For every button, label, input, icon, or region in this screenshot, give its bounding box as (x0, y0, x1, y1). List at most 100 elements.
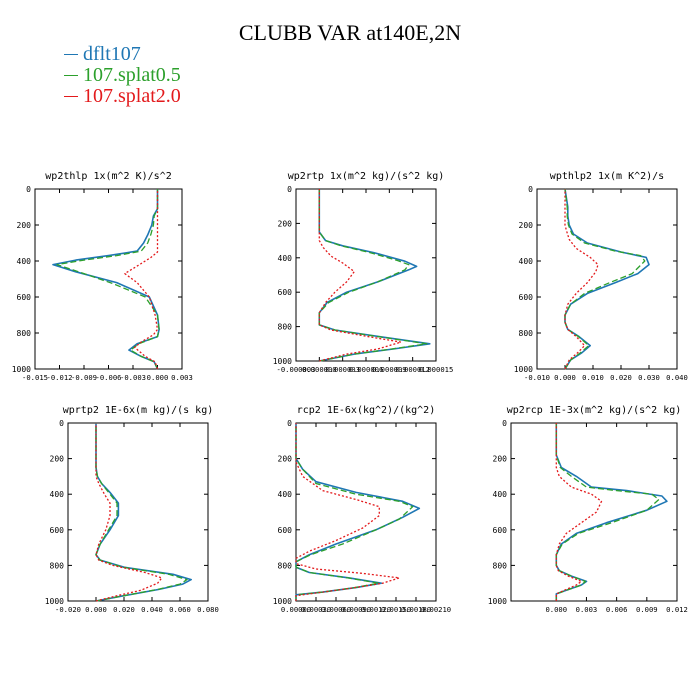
series-line (555, 423, 660, 601)
y-tick-label: 1000 (273, 597, 292, 606)
x-tick-label: 0.000012 (395, 365, 430, 374)
y-tick-label: 800 (278, 561, 293, 570)
x-tick-label: 0.00060 (321, 605, 351, 614)
y-tick-label: 400 (17, 257, 32, 266)
y-tick-label: 400 (50, 490, 65, 499)
y-tick-label: 200 (519, 221, 534, 230)
series-line (318, 189, 431, 362)
y-tick-label: 1000 (488, 597, 507, 606)
chart-panel: rcp2 1E-6x(kg^2)/(kg^2) 0 200 400 600 800 1000… (273, 405, 451, 614)
series-line (318, 189, 428, 362)
series-line (555, 423, 668, 601)
y-tick-label: 600 (17, 293, 32, 302)
y-tick-label: 0 (528, 185, 533, 194)
series-line (564, 188, 646, 370)
chart-panel: wp2rtp 1x(m^2 kg)/(s^2 kg) 0 200 400 600 800 1… (273, 171, 454, 374)
legend-label: 107.splat2.0 (83, 85, 181, 107)
panel-title: wp2thlp 1x(m^2 K)/s^2 (45, 171, 171, 182)
x-tick-label: -0.012 (47, 373, 73, 382)
y-tick-label: 0 (287, 419, 292, 428)
y-tick-label: 600 (493, 526, 508, 535)
x-tick-label: -0.015 (22, 373, 48, 382)
x-tick-label: 0.000015 (419, 365, 454, 374)
y-tick-label: 0 (26, 185, 31, 194)
x-tick-label: 0.00120 (361, 605, 391, 614)
x-tick-label: 0.000003 (325, 365, 360, 374)
y-tick-label: 1000 (514, 365, 533, 374)
series-line (124, 189, 159, 370)
series-line (564, 189, 599, 370)
x-tick-label: -0.003 (120, 373, 146, 382)
y-tick-label: 0 (502, 419, 507, 428)
y-tick-label: 600 (50, 526, 65, 535)
y-tick-label: 800 (278, 323, 293, 332)
y-tick-label: 400 (278, 490, 293, 499)
y-tick-label: 1000 (45, 597, 64, 606)
y-tick-label: 200 (278, 219, 293, 228)
chart-panel: wprtp2 1E-6x(m kg)/(s kg) 0 200 400 600 800 10… (45, 405, 219, 614)
figure-title: CLUBB VAR at140E,2N (238, 20, 462, 45)
legend-item: 107.splat2.0 (64, 86, 181, 107)
series-line (318, 189, 402, 362)
x-tick-label: 0.000006 (349, 365, 384, 374)
x-tick-label: 0.006 (606, 605, 628, 614)
x-tick-label: 0.000009 (372, 365, 407, 374)
x-tick-label: -0.000003 (277, 365, 316, 374)
x-tick-label: 0.00000 (281, 605, 311, 614)
y-tick-label: 600 (278, 288, 293, 297)
x-tick-label: 0.00030 (301, 605, 331, 614)
x-tick-label: -0.006 (96, 373, 122, 382)
x-tick-label: 0.012 (666, 605, 688, 614)
x-tick-label: 0.030 (638, 373, 660, 382)
x-tick-label: 0.003 (171, 373, 193, 382)
series-line (295, 423, 414, 601)
panel-title: wp2rcp 1E-3x(m^2 kg)/(s^2 kg) (507, 405, 682, 416)
legend-swatch-splat20 (64, 96, 78, 97)
x-tick-label: 0.000 (85, 605, 107, 614)
legend-swatch-splat05 (64, 75, 78, 76)
series-line (295, 423, 400, 601)
x-tick-label: 0.003 (576, 605, 598, 614)
plot-frame (510, 422, 678, 602)
chart-panel: wpthlp2 1x(m K^2)/s 0 200 400 600 800 1000-0.0… (514, 171, 688, 382)
y-tick-label: 400 (493, 490, 508, 499)
x-tick-label: 0.060 (169, 605, 191, 614)
x-tick-label: 0.000 (545, 605, 567, 614)
series-line (295, 423, 421, 601)
panel-title: wp2rtp 1x(m^2 kg)/(s^2 kg) (288, 171, 445, 182)
plot-frame (67, 422, 209, 602)
panel-title: wpthlp2 1x(m K^2)/s (550, 171, 664, 182)
x-tick-label: 0.020 (113, 605, 135, 614)
panel-title: rcp2 1E-6x(kg^2)/(kg^2) (297, 405, 435, 416)
chart-panel: wp2rcp 1E-3x(m^2 kg)/(s^2 kg)0 200 400 600 8… (488, 405, 688, 614)
y-tick-label: 200 (278, 455, 293, 464)
y-tick-label: 400 (278, 254, 293, 263)
y-tick-label: 1000 (273, 357, 292, 366)
x-tick-label: 0.00180 (401, 605, 431, 614)
plot-frame (34, 188, 183, 370)
x-tick-label: 0.040 (666, 373, 688, 382)
plot-frame (295, 422, 437, 602)
series-line (52, 189, 160, 370)
x-tick-label: 0.009 (636, 605, 658, 614)
y-tick-label: 0 (59, 419, 64, 428)
x-tick-label: 0.040 (141, 605, 163, 614)
series-line (564, 188, 650, 370)
x-tick-label: 0.010 (582, 373, 604, 382)
plot-frame (536, 188, 678, 370)
y-tick-label: 400 (519, 257, 534, 266)
y-tick-label: 200 (50, 455, 65, 464)
x-tick-label: 0.000 (147, 373, 169, 382)
series-line (95, 423, 163, 602)
y-tick-label: 800 (519, 329, 534, 338)
y-tick-label: 800 (493, 561, 508, 570)
x-tick-label: 0.020 (610, 373, 632, 382)
legend-item: 107.splat0.5 (64, 65, 181, 86)
legend: dflt107 107.splat0.5 107.splat2.0 (64, 44, 181, 107)
x-tick-label: 0.000 (554, 373, 576, 382)
panel-title: wprtp2 1E-6x(m kg)/(s kg) (63, 405, 214, 416)
y-tick-label: 800 (50, 561, 65, 570)
legend-swatch-dflt107 (64, 54, 78, 55)
